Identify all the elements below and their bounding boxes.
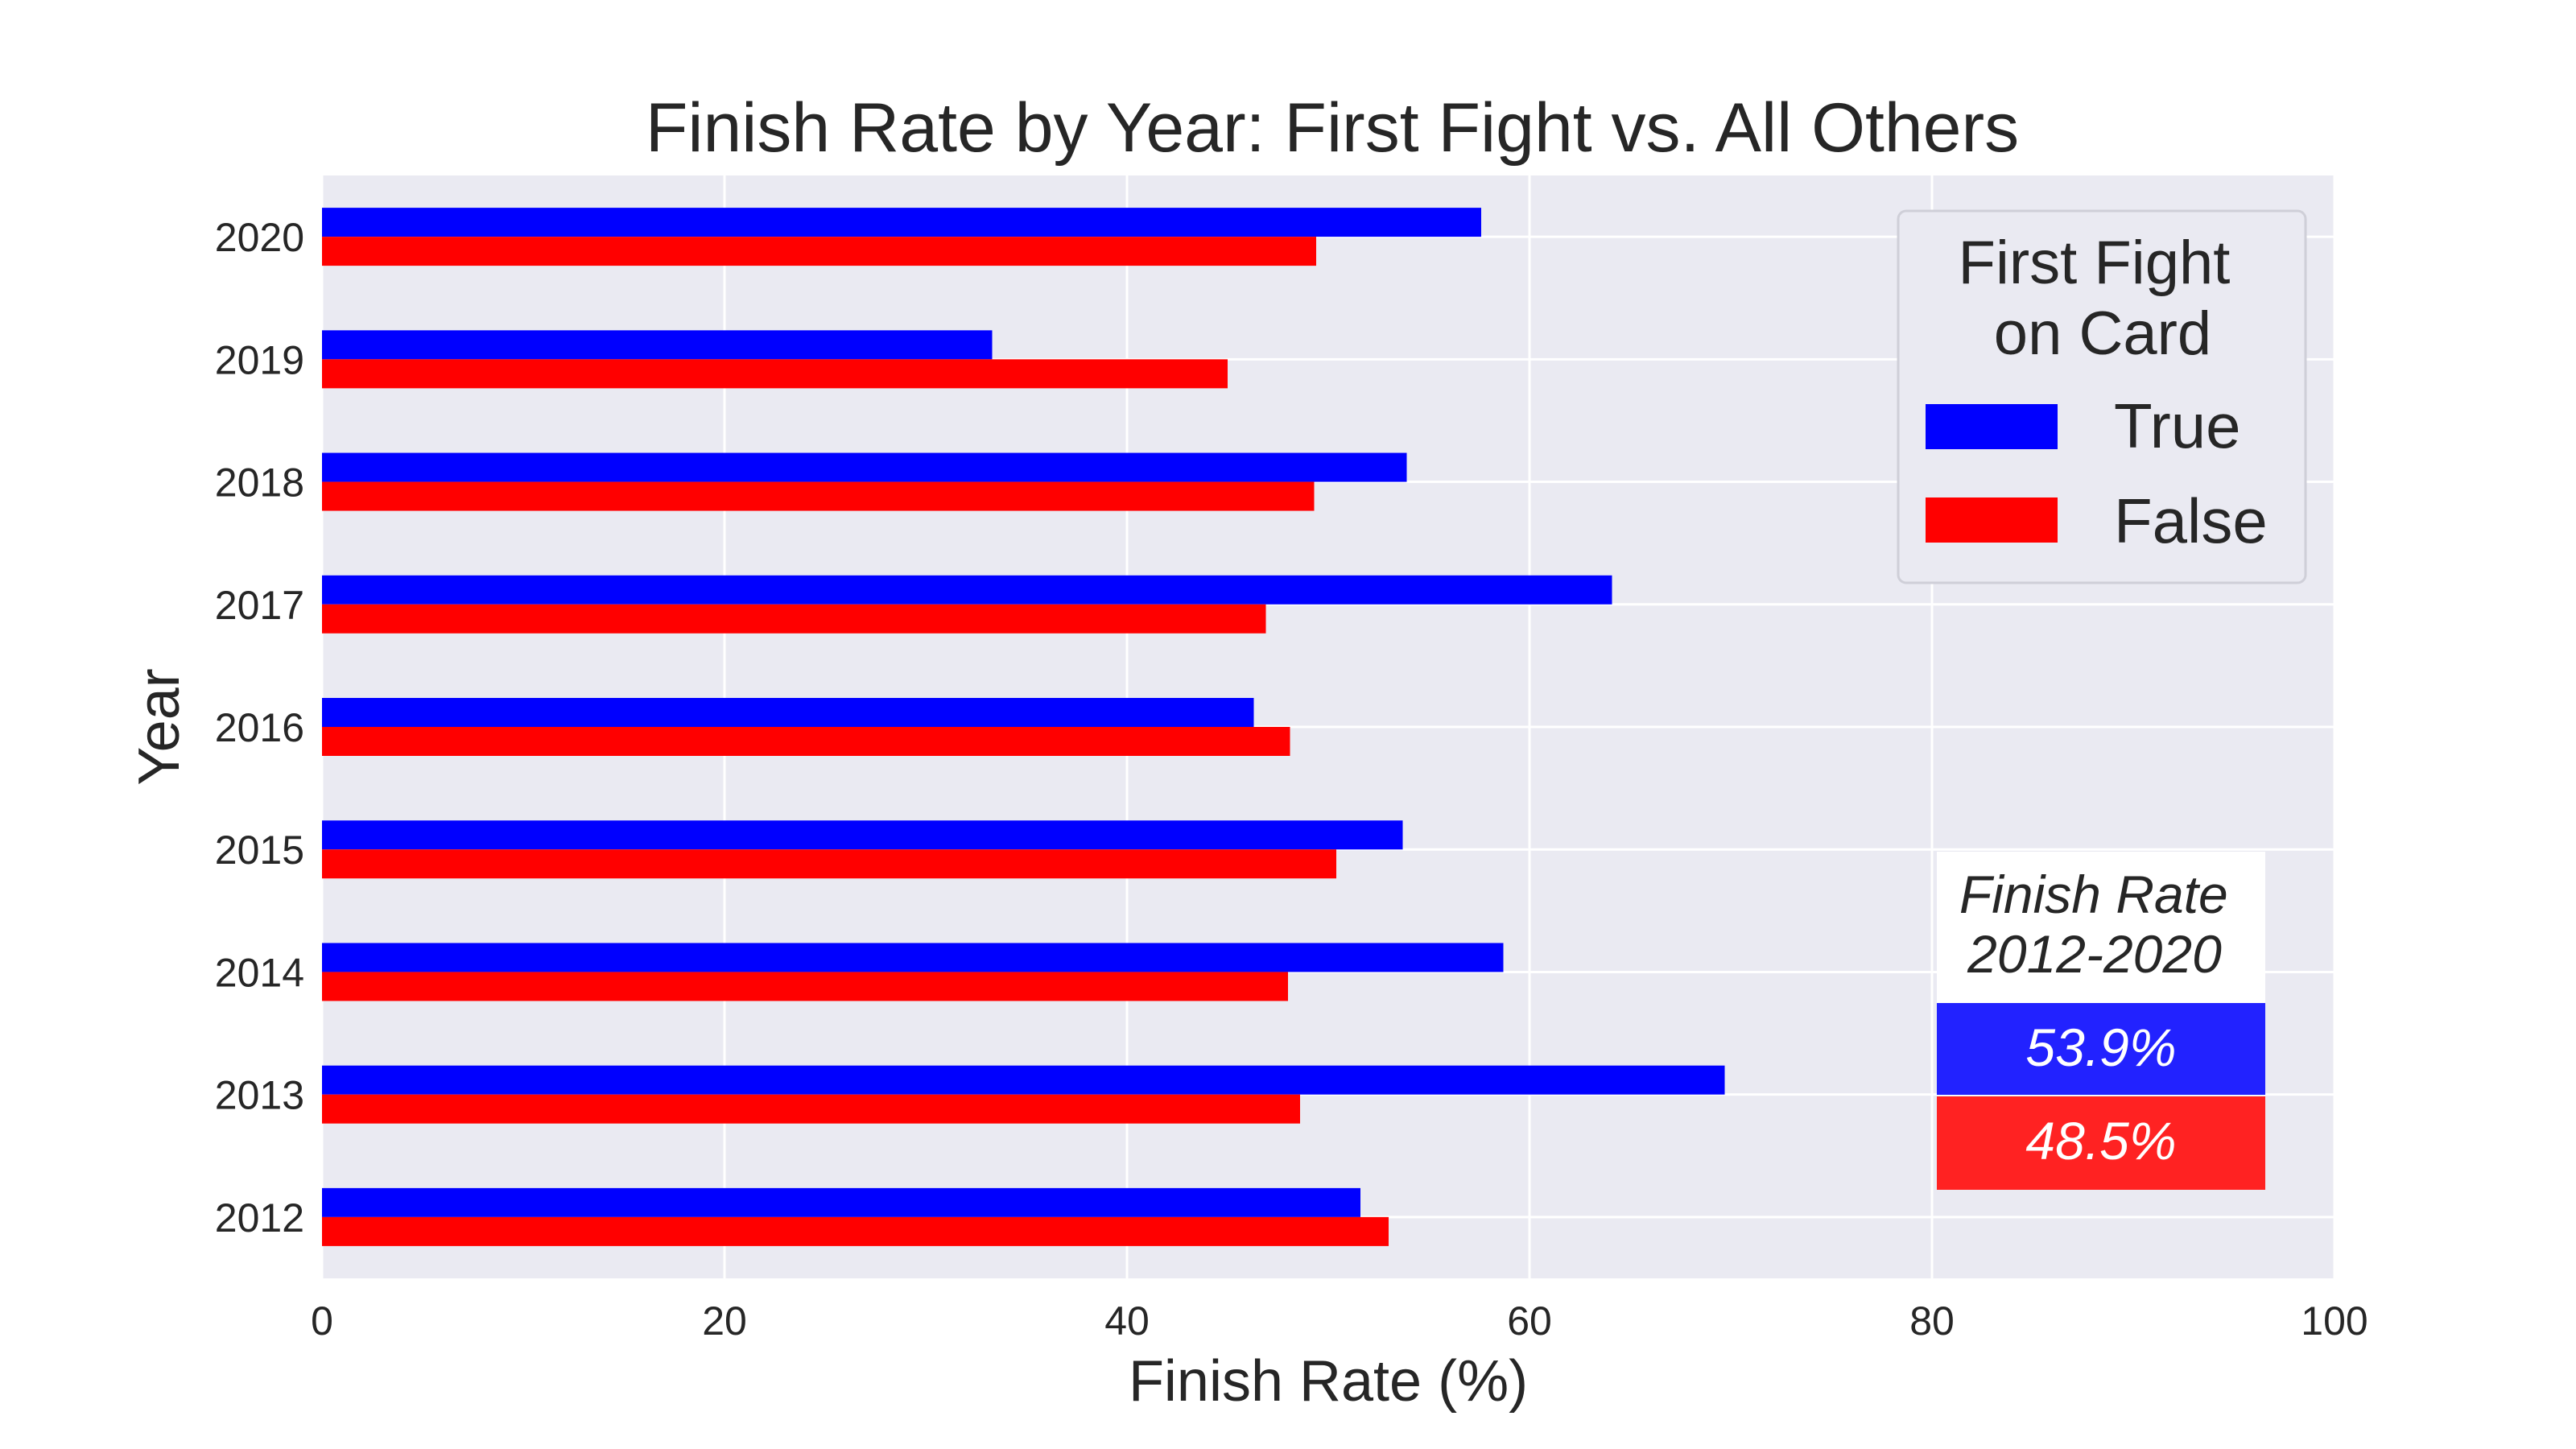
bar-false-2015 — [322, 849, 1336, 879]
bar-false-2012 — [322, 1216, 1389, 1246]
y-axis-label: Year — [127, 668, 192, 785]
chart-title: Finish Rate by Year: First Fight vs. All… — [646, 89, 2019, 167]
legend-label-false: False — [2114, 485, 2268, 556]
summary-header-line-2: 2012-2020 — [1967, 924, 2222, 984]
bar-true-2020 — [322, 208, 1481, 237]
bar-true-2017 — [322, 575, 1612, 605]
x-tick-label: 40 — [1104, 1298, 1150, 1344]
legend-box — [1897, 209, 2307, 584]
bar-true-2019 — [322, 330, 993, 360]
x-tick-label: 0 — [311, 1298, 333, 1344]
y-tick-label: 2012 — [215, 1195, 304, 1241]
bar-true-2012 — [322, 1187, 1360, 1217]
bar-false-2014 — [322, 972, 1288, 1001]
y-tick-label: 2018 — [215, 460, 304, 506]
bar-false-2018 — [322, 481, 1315, 511]
legend: First Fight on Card True False — [1897, 209, 2307, 584]
legend-swatch-false — [1926, 497, 2058, 543]
summary-cell-true — [1937, 1003, 2265, 1095]
y-tick-label: 2019 — [215, 337, 304, 382]
y-tick-labels: 2012 2013 2014 2015 2016 2017 2018 2019 2020 — [215, 215, 304, 1241]
y-tick-label: 2020 — [215, 215, 304, 260]
bars — [322, 208, 1725, 1246]
legend-title: First Fight on Card — [1959, 229, 2248, 368]
bar-true-2016 — [322, 698, 1254, 727]
summary-value-true: 53.9% — [2025, 1018, 2176, 1077]
x-tick-label: 100 — [2301, 1298, 2368, 1344]
y-tick-label: 2016 — [215, 705, 304, 750]
summary-table: Finish Rate 2012-2020 53.9% 48.5% — [1937, 852, 2265, 1190]
legend-title-line-2: on Card — [1994, 299, 2211, 368]
x-tick-labels: 0 20 40 60 80 100 — [311, 1298, 2368, 1344]
bar-false-2016 — [322, 727, 1290, 756]
bar-false-2013 — [322, 1094, 1300, 1124]
y-tick-label: 2014 — [215, 950, 304, 995]
bar-false-2019 — [322, 359, 1228, 389]
legend-title-line-1: First Fight — [1959, 229, 2231, 297]
summary-value-false: 48.5% — [2025, 1111, 2176, 1170]
legend-swatch-true — [1926, 404, 2058, 449]
y-tick-label: 2015 — [215, 828, 304, 873]
summary-header-line-1: Finish Rate — [1959, 865, 2228, 924]
bar-true-2015 — [322, 820, 1403, 850]
bar-true-2014 — [322, 943, 1504, 972]
summary-header-cell — [1937, 852, 2265, 1003]
legend-label-true: True — [2114, 390, 2241, 461]
x-tick-label: 60 — [1507, 1298, 1552, 1344]
y-tick-label: 2013 — [215, 1073, 304, 1118]
x-tick-label: 20 — [702, 1298, 747, 1344]
bar-false-2020 — [322, 237, 1316, 266]
bar-true-2018 — [322, 452, 1407, 482]
summary-cell-false — [1937, 1096, 2265, 1190]
bar-true-2013 — [322, 1065, 1725, 1095]
summary-header: Finish Rate 2012-2020 — [1959, 865, 2243, 984]
y-tick-label: 2017 — [215, 583, 304, 628]
x-axis-label: Finish Rate (%) — [1129, 1349, 1528, 1414]
x-tick-label: 80 — [1909, 1298, 1955, 1344]
bar-false-2017 — [322, 604, 1266, 634]
